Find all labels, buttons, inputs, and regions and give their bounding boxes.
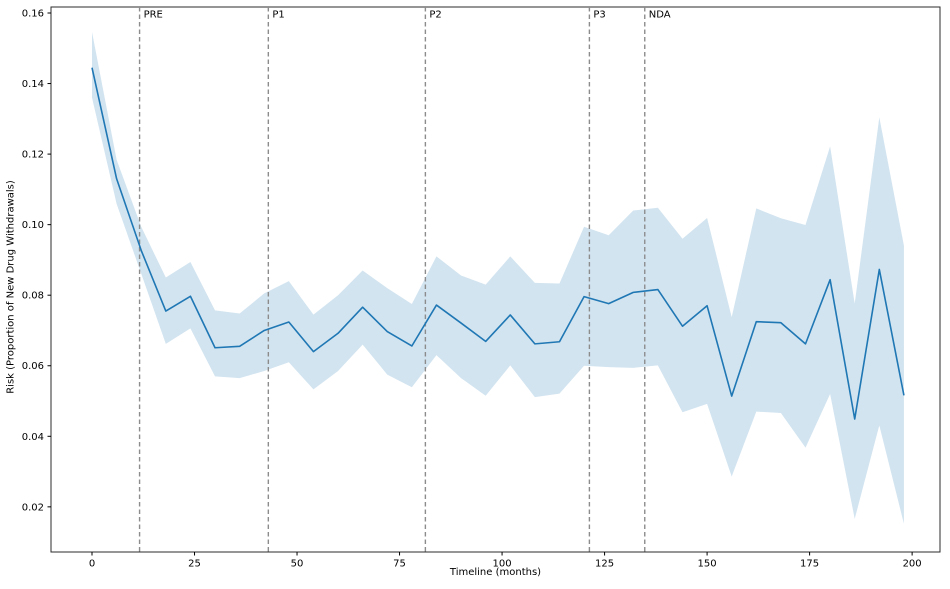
- y-tick-label: 0.16: [22, 8, 44, 19]
- x-tick-label: 0: [89, 559, 95, 570]
- x-tick-label: 50: [291, 559, 304, 570]
- x-tick-label: 175: [800, 559, 819, 570]
- x-tick-label: 100: [493, 559, 512, 570]
- y-tick-label: 0.02: [22, 502, 44, 513]
- y-tick-label: 0.14: [22, 79, 44, 90]
- y-tick-label: 0.10: [22, 220, 44, 231]
- plot-border: [50, 6, 941, 553]
- x-tick-label: 75: [393, 559, 406, 570]
- milestone-label-p2: P2: [429, 10, 441, 21]
- x-tick-label: 150: [698, 559, 717, 570]
- y-tick-label: 0.08: [22, 291, 44, 302]
- milestone-label-pre: PRE: [144, 10, 163, 21]
- risk-line: [91, 67, 905, 420]
- x-tick-label: 125: [595, 559, 614, 570]
- x-tick-label: 200: [903, 559, 922, 570]
- milestone-label-p3: P3: [593, 10, 605, 21]
- x-tick-label: 25: [188, 559, 201, 570]
- y-axis-label: Risk (Proportion of New Drug Withdrawals…: [5, 180, 17, 394]
- milestone-label-nda: NDA: [649, 10, 671, 21]
- milestone-label-p1: P1: [272, 10, 284, 21]
- y-tick-label: 0.06: [22, 361, 44, 372]
- x-axis-label: Timeline (months): [449, 567, 542, 578]
- y-tick-label: 0.04: [22, 432, 44, 443]
- confidence-band: [92, 32, 904, 524]
- y-tick-label: 0.12: [22, 150, 44, 161]
